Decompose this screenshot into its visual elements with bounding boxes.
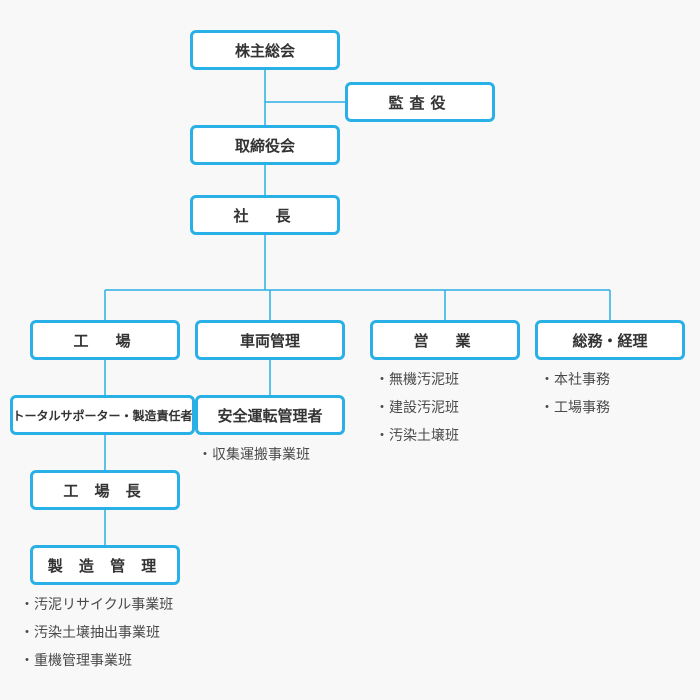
node-factory_mgr: 工 場 長 [30,470,180,510]
node-sales: 営 業 [370,320,520,360]
node-board: 取締役会 [190,125,340,165]
list-driving_items: 収集運搬事業班 [198,440,310,468]
list-mfg_items: 汚泥リサイクル事業班汚染土壌抽出事業班重機管理事業班 [20,590,173,674]
node-driving: 安全運転管理者 [195,395,345,435]
node-factory: 工 場 [30,320,180,360]
node-mfg_mgmt: 製 造 管 理 [30,545,180,585]
list-sales_items: 無機汚泥班建設汚泥班汚染土壌班 [375,365,459,449]
node-shareholders: 株主総会 [190,30,340,70]
node-supporter: トータルサポーター・製造責任者 [10,395,195,435]
node-vehicle: 車両管理 [195,320,345,360]
node-president: 社 長 [190,195,340,235]
node-auditor: 監査役 [345,82,495,122]
node-admin: 総務・経理 [535,320,685,360]
list-admin_items: 本社事務工場事務 [540,365,610,421]
